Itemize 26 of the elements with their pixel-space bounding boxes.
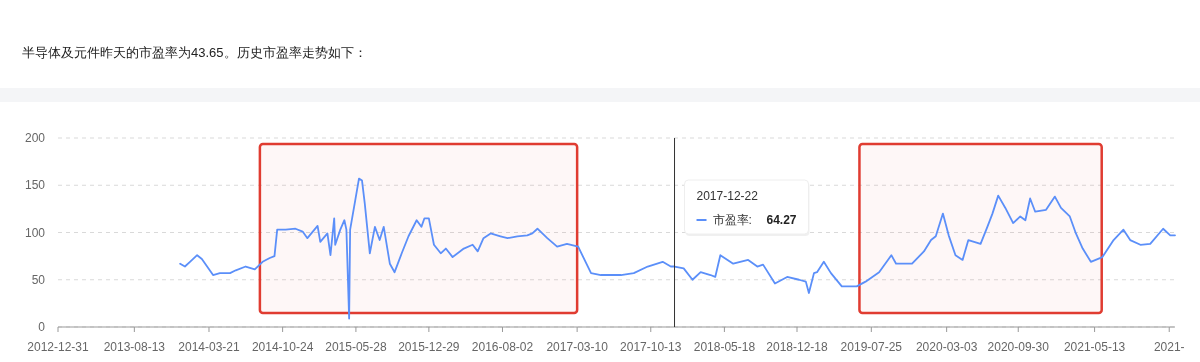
x-tick-label: 2016-08-02 bbox=[471, 340, 534, 354]
x-tick-label: 2017-03-10 bbox=[546, 340, 609, 354]
x-tick-label: 2014-03-21 bbox=[178, 340, 241, 354]
x-tick-label: 2013-08-13 bbox=[103, 340, 166, 354]
y-tick-label: 100 bbox=[24, 225, 46, 240]
x-tick-label: 2015-12-29 bbox=[398, 340, 460, 354]
x-tick-label: 2015-05-28 bbox=[325, 340, 387, 354]
x-tick-label: 2021- bbox=[1153, 340, 1185, 354]
y-tick-label: 200 bbox=[24, 131, 46, 145]
x-tick-label: 2018-05-18 bbox=[693, 340, 756, 354]
x-tick-label: 2017-10-13 bbox=[620, 340, 682, 354]
y-tick-label: 150 bbox=[24, 178, 46, 193]
x-tick-label: 2020-03-03 bbox=[915, 340, 978, 354]
x-tick-label: 2019-07-25 bbox=[840, 340, 903, 354]
x-tick-label: 2014-10-24 bbox=[251, 340, 314, 354]
x-tick-label: 2012-12-31 bbox=[27, 340, 90, 354]
annotation: 64.27 bbox=[766, 213, 797, 227]
legend-label: 市盈率: bbox=[712, 213, 752, 227]
x-tick-label: 2020-09-30 bbox=[987, 340, 1050, 354]
y-tick-label: 50 bbox=[31, 272, 46, 287]
annotation: 2017-12-22 bbox=[696, 189, 759, 203]
chart-title: 半导体及元件昨天的市盈率为43.65。历史市盈率走势如下： bbox=[22, 45, 367, 60]
x-tick-label: 2018-12-18 bbox=[766, 340, 829, 354]
y-tick-label: 0 bbox=[38, 320, 46, 334]
line-series bbox=[179, 177, 1176, 320]
x-tick-label: 2021-05-13 bbox=[1063, 340, 1126, 354]
